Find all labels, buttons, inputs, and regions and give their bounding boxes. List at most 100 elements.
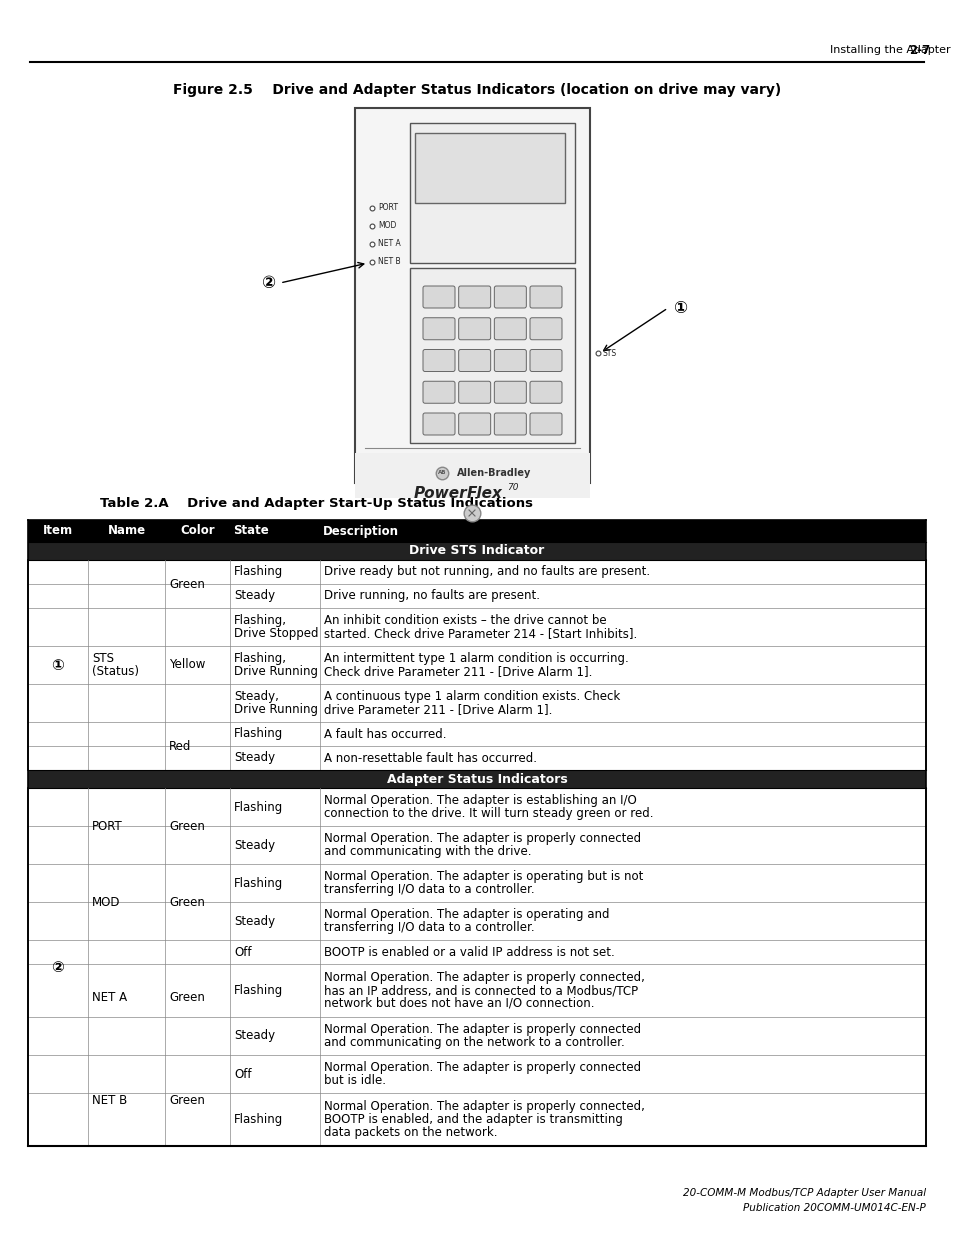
Text: NET A: NET A <box>377 240 400 248</box>
FancyBboxPatch shape <box>494 317 526 340</box>
Text: NET B: NET B <box>91 1094 127 1107</box>
Text: Flashing: Flashing <box>233 566 283 578</box>
Text: Adapter Status Indicators: Adapter Status Indicators <box>386 773 567 785</box>
Text: 20-COMM-M Modbus/TCP Adapter User Manual: 20-COMM-M Modbus/TCP Adapter User Manual <box>682 1188 925 1198</box>
Bar <box>410 268 575 443</box>
FancyBboxPatch shape <box>458 317 490 340</box>
Text: Normal Operation. The adapter is properly connected: Normal Operation. The adapter is properl… <box>324 1061 640 1074</box>
Text: Flashing: Flashing <box>233 984 283 997</box>
Text: An inhibit condition exists – the drive cannot be: An inhibit condition exists – the drive … <box>324 614 606 627</box>
Text: Flashing: Flashing <box>233 1113 283 1126</box>
Text: Steady,: Steady, <box>233 690 278 703</box>
FancyBboxPatch shape <box>422 287 455 308</box>
Text: Drive Running: Drive Running <box>233 664 317 678</box>
FancyBboxPatch shape <box>494 350 526 372</box>
FancyBboxPatch shape <box>422 382 455 404</box>
Text: Drive STS Indicator: Drive STS Indicator <box>409 545 544 557</box>
Text: Green: Green <box>169 990 205 1004</box>
Bar <box>28 746 925 769</box>
Bar <box>28 788 925 826</box>
FancyBboxPatch shape <box>422 350 455 372</box>
Text: Off: Off <box>233 1067 252 1081</box>
Bar <box>28 722 925 746</box>
Text: ②: ② <box>260 274 274 291</box>
Text: 70: 70 <box>506 483 518 492</box>
Text: and communicating with the drive.: and communicating with the drive. <box>324 845 531 858</box>
Text: Flashing,: Flashing, <box>233 652 287 664</box>
FancyBboxPatch shape <box>458 287 490 308</box>
Bar <box>28 940 925 965</box>
Text: Red: Red <box>169 740 192 752</box>
FancyBboxPatch shape <box>494 382 526 404</box>
Text: and communicating on the network to a controller.: and communicating on the network to a co… <box>324 1036 624 1049</box>
FancyBboxPatch shape <box>494 287 526 308</box>
FancyBboxPatch shape <box>422 412 455 435</box>
Text: MOD: MOD <box>91 895 120 909</box>
Text: Flashing: Flashing <box>233 800 283 814</box>
Text: started. Check drive Parameter 214 - [Start Inhibits].: started. Check drive Parameter 214 - [St… <box>324 627 637 640</box>
Text: Flex: Flex <box>467 485 502 500</box>
Text: Green: Green <box>169 820 205 832</box>
Text: BOOTP is enabled, and the adapter is transmitting: BOOTP is enabled, and the adapter is tra… <box>324 1113 622 1126</box>
FancyBboxPatch shape <box>494 412 526 435</box>
FancyBboxPatch shape <box>422 317 455 340</box>
FancyBboxPatch shape <box>530 382 561 404</box>
Text: A fault has occurred.: A fault has occurred. <box>324 727 446 741</box>
FancyBboxPatch shape <box>458 412 490 435</box>
Bar <box>415 133 564 203</box>
Bar <box>28 1093 925 1146</box>
Text: Item: Item <box>43 525 73 537</box>
Bar <box>28 584 925 608</box>
Text: but is idle.: but is idle. <box>324 1074 386 1087</box>
Text: Normal Operation. The adapter is properly connected,: Normal Operation. The adapter is properl… <box>324 1100 644 1113</box>
Text: Steady: Steady <box>233 1030 274 1042</box>
Text: Table 2.A    Drive and Adapter Start-Up Status Indications: Table 2.A Drive and Adapter Start-Up Sta… <box>100 496 533 510</box>
Text: Figure 2.5    Drive and Adapter Status Indicators (location on drive may vary): Figure 2.5 Drive and Adapter Status Indi… <box>172 83 781 98</box>
Text: Flashing: Flashing <box>233 727 283 741</box>
Text: Check drive Parameter 211 - [Drive Alarm 1].: Check drive Parameter 211 - [Drive Alarm… <box>324 664 592 678</box>
Text: Allen-Bradley: Allen-Bradley <box>456 468 531 478</box>
Text: Steady: Steady <box>233 914 274 927</box>
Text: ①: ① <box>51 657 65 673</box>
Bar <box>28 542 925 559</box>
Text: Drive ready but not running, and no faults are present.: Drive ready but not running, and no faul… <box>324 566 649 578</box>
Text: network but does not have an I/O connection.: network but does not have an I/O connect… <box>324 997 594 1010</box>
Text: Steady: Steady <box>233 839 274 851</box>
Text: ①: ① <box>672 299 686 317</box>
FancyBboxPatch shape <box>530 317 561 340</box>
FancyBboxPatch shape <box>458 350 490 372</box>
Bar <box>28 965 925 1016</box>
Bar <box>355 453 589 498</box>
Text: Steady: Steady <box>233 589 274 603</box>
FancyBboxPatch shape <box>530 287 561 308</box>
Bar <box>28 1016 925 1055</box>
Text: Normal Operation. The adapter is operating but is not: Normal Operation. The adapter is operati… <box>324 869 642 883</box>
Bar <box>28 684 925 722</box>
FancyBboxPatch shape <box>530 350 561 372</box>
Text: Normal Operation. The adapter is properly connected,: Normal Operation. The adapter is properl… <box>324 971 644 984</box>
Text: Yellow: Yellow <box>169 658 205 672</box>
Text: Normal Operation. The adapter is establishing an I/O: Normal Operation. The adapter is establi… <box>324 794 636 806</box>
Text: Green: Green <box>169 578 205 590</box>
Text: connection to the drive. It will turn steady green or red.: connection to the drive. It will turn st… <box>324 806 653 820</box>
Text: State: State <box>233 525 269 537</box>
Text: Publication 20COMM-UM014C-EN-P: Publication 20COMM-UM014C-EN-P <box>742 1203 925 1213</box>
Text: A non-resettable fault has occurred.: A non-resettable fault has occurred. <box>324 752 537 764</box>
Text: Flashing,: Flashing, <box>233 614 287 627</box>
Text: has an IP address, and is connected to a Modbus/TCP: has an IP address, and is connected to a… <box>324 984 638 997</box>
Bar <box>28 559 925 584</box>
Text: Green: Green <box>169 1094 205 1107</box>
Bar <box>355 107 589 483</box>
Bar <box>28 769 925 788</box>
Text: BOOTP is enabled or a valid IP address is not set.: BOOTP is enabled or a valid IP address i… <box>324 946 614 958</box>
Text: Green: Green <box>169 895 205 909</box>
Bar <box>28 608 925 646</box>
Text: Installing the Adapter: Installing the Adapter <box>829 44 949 56</box>
Bar <box>28 1055 925 1093</box>
Text: Normal Operation. The adapter is properly connected: Normal Operation. The adapter is properl… <box>324 832 640 845</box>
Text: Drive running, no faults are present.: Drive running, no faults are present. <box>324 589 539 603</box>
Text: Description: Description <box>323 525 398 537</box>
Text: Steady: Steady <box>233 752 274 764</box>
Text: Normal Operation. The adapter is properly connected: Normal Operation. The adapter is properl… <box>324 1023 640 1036</box>
Text: Drive Running: Drive Running <box>233 703 317 716</box>
